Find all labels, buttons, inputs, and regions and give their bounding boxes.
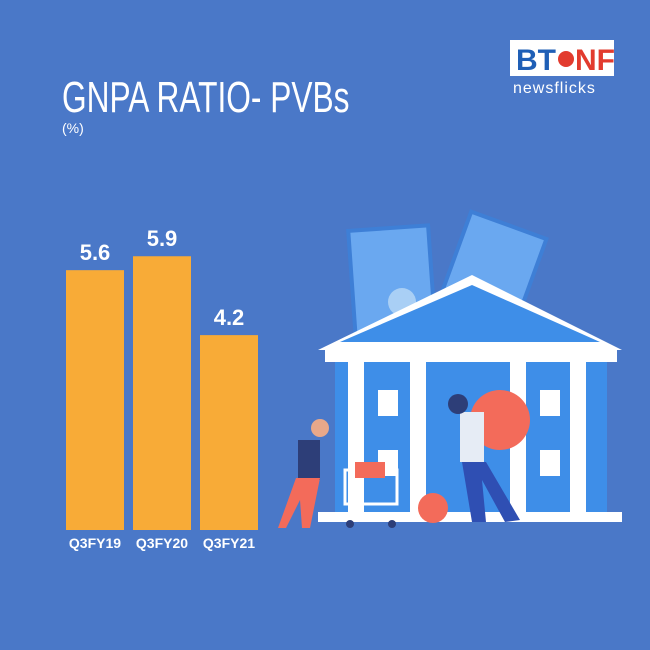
logo-right: NF [575,44,615,77]
value-label: 4.2 [214,305,245,330]
column [348,362,364,512]
logo-left: BT [516,44,556,77]
shopper [298,440,320,480]
shopper-head [311,419,329,437]
person [460,412,484,462]
cart-goods [355,462,385,478]
person-head [448,394,468,414]
window [540,450,560,476]
bar [66,270,124,530]
person-legs [462,462,520,522]
logo: BT NF newsflicks [510,40,615,97]
window [540,390,560,416]
bar [133,256,191,530]
x-tick-label: Q3FY19 [69,535,121,551]
value-label: 5.6 [80,240,111,265]
coin [470,390,530,450]
base [318,512,622,522]
chart-subtitle: (%) [62,120,84,136]
logo-tagline: newsflicks [513,80,596,97]
x-tick-label: Q3FY21 [203,535,255,551]
column [410,362,426,512]
bar [200,335,258,530]
chart-title: GNPA RATIO- PVBs [62,73,349,122]
bank-illustration [278,209,622,528]
cart-wheel [346,520,354,528]
column [570,362,586,512]
coin [418,493,448,523]
cart-wheel [388,520,396,528]
logo-icon [558,51,574,67]
roof-inner [340,285,600,342]
window [378,390,398,416]
value-label: 5.9 [147,226,178,251]
beam [325,350,617,362]
shopper-legs [278,478,320,528]
x-tick-label: Q3FY20 [136,535,188,551]
